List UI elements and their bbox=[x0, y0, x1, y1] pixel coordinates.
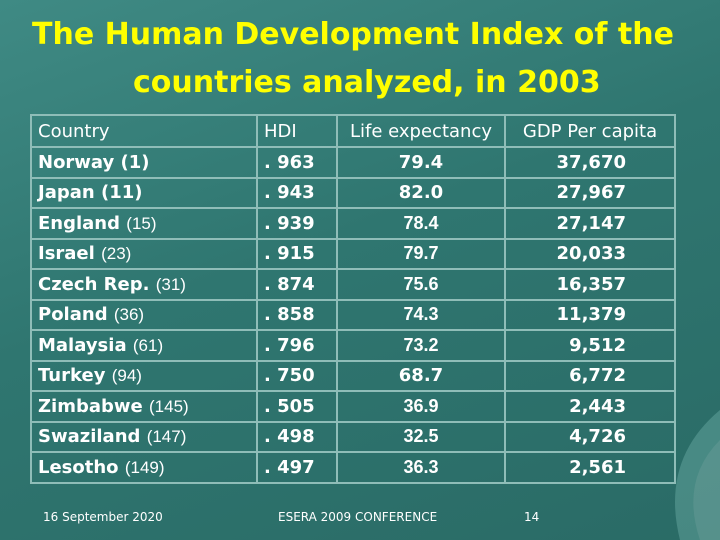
cell-gdp: 37,670 bbox=[504, 146, 676, 179]
cell-gdp: 20,033 bbox=[504, 237, 676, 270]
cell-country: Norway (1) bbox=[30, 146, 258, 179]
cell-country: Czech Rep. (31) bbox=[30, 268, 258, 301]
country-name: Swaziland bbox=[38, 426, 141, 448]
hdi-table: Country HDI Life expectancy GDP Per capi… bbox=[30, 114, 676, 484]
cell-hdi: . 796 bbox=[256, 329, 338, 362]
cell-country: England (15) bbox=[30, 207, 258, 240]
cell-country: Israel (23) bbox=[30, 237, 258, 270]
country-name: Norway bbox=[38, 151, 115, 173]
cell-hdi: . 498 bbox=[256, 420, 338, 453]
cell-gdp: 27,967 bbox=[504, 176, 676, 209]
country-name: Malaysia bbox=[38, 334, 127, 356]
table-header-row: Country HDI Life expectancy GDP Per capi… bbox=[30, 114, 676, 148]
cell-gdp: 4,726 bbox=[504, 420, 676, 453]
cell-life-expectancy: 68.7 bbox=[336, 359, 506, 392]
country-name: England bbox=[38, 212, 121, 234]
country-rank: (94) bbox=[111, 366, 142, 386]
country-name: Zimbabwe bbox=[38, 395, 143, 417]
cell-gdp: 2,443 bbox=[504, 390, 676, 423]
cell-country: Turkey (94) bbox=[30, 359, 258, 392]
cell-gdp: 11,379 bbox=[504, 298, 676, 331]
cell-gdp: 2,561 bbox=[504, 451, 676, 484]
table-row: Czech Rep. (31). 874 75.6 16,357 bbox=[30, 268, 676, 301]
table-row: Malaysia (61). 796 73.2 9,512 bbox=[30, 329, 676, 362]
country-rank: (145) bbox=[149, 396, 189, 416]
country-name: Czech Rep. bbox=[38, 273, 150, 295]
country-rank: (15) bbox=[126, 213, 157, 233]
cell-hdi: . 963 bbox=[256, 146, 338, 179]
country-rank: (23) bbox=[101, 244, 132, 264]
table-row: Lesotho (149). 497 36.3 2,561 bbox=[30, 451, 676, 484]
cell-life-expectancy: 32.5 bbox=[336, 420, 506, 453]
cell-gdp: 9,512 bbox=[504, 329, 676, 362]
footer-page-number: 14 bbox=[524, 510, 540, 524]
country-name: Turkey bbox=[38, 365, 106, 387]
header-gdp: GDP Per capita bbox=[504, 114, 676, 148]
table-row: Turkey (94). 750 68.7 6,772 bbox=[30, 359, 676, 392]
cell-gdp: 27,147 bbox=[504, 207, 676, 240]
cell-life-expectancy: 73.2 bbox=[336, 329, 506, 362]
cell-country: Lesotho (149) bbox=[30, 451, 258, 484]
country-name: Israel bbox=[38, 243, 95, 265]
cell-hdi: . 505 bbox=[256, 390, 338, 423]
cell-gdp: 6,772 bbox=[504, 359, 676, 392]
cell-life-expectancy: 36.9 bbox=[336, 390, 506, 423]
cell-hdi: . 874 bbox=[256, 268, 338, 301]
cell-life-expectancy: 79.4 bbox=[336, 146, 506, 179]
cell-hdi: . 943 bbox=[256, 176, 338, 209]
cell-life-expectancy: 78.4 bbox=[336, 207, 506, 240]
cell-country: Malaysia (61) bbox=[30, 329, 258, 362]
cell-life-expectancy: 82.0 bbox=[336, 176, 506, 209]
title-line-1: The Human Development Index of the bbox=[32, 17, 674, 52]
table-row: Japan (11). 943 82.0 27,967 bbox=[30, 176, 676, 209]
cell-life-expectancy: 74.3 bbox=[336, 298, 506, 331]
country-name: Poland bbox=[38, 304, 108, 326]
cell-country: Swaziland (147) bbox=[30, 420, 258, 453]
cell-hdi: . 858 bbox=[256, 298, 338, 331]
cell-country: Zimbabwe (145) bbox=[30, 390, 258, 423]
cell-life-expectancy: 36.3 bbox=[336, 451, 506, 484]
cell-life-expectancy: 75.6 bbox=[336, 268, 506, 301]
header-life-expectancy: Life expectancy bbox=[336, 114, 506, 148]
table-row: Poland (36). 858 74.3 11,379 bbox=[30, 298, 676, 331]
footer-date: 16 September 2020 bbox=[43, 510, 163, 524]
country-rank: (31) bbox=[155, 274, 186, 294]
cell-country: Japan (11) bbox=[30, 176, 258, 209]
table-row: Swaziland (147). 498 32.5 4,726 bbox=[30, 420, 676, 453]
country-rank: (1) bbox=[120, 151, 150, 173]
country-name: Japan bbox=[38, 182, 95, 204]
cell-hdi: . 939 bbox=[256, 207, 338, 240]
header-country: Country bbox=[30, 114, 258, 148]
country-rank: (149) bbox=[124, 457, 165, 477]
cell-life-expectancy: 79.7 bbox=[336, 237, 506, 270]
cell-hdi: . 915 bbox=[256, 237, 338, 270]
footer-conference: ESERA 2009 CONFERENCE bbox=[278, 510, 438, 524]
country-rank: (61) bbox=[132, 335, 164, 355]
table-row: Israel (23). 915 79.7 20,033 bbox=[30, 237, 676, 270]
cell-hdi: . 497 bbox=[256, 451, 338, 484]
title-line-2: countries analyzed, in 2003 bbox=[133, 65, 601, 100]
cell-gdp: 16,357 bbox=[504, 268, 676, 301]
cell-country: Poland (36) bbox=[30, 298, 258, 331]
country-rank: (147) bbox=[146, 427, 187, 447]
cell-hdi: . 750 bbox=[256, 359, 338, 392]
country-rank: (11) bbox=[100, 182, 143, 204]
country-name: Lesotho bbox=[38, 456, 119, 478]
table-row: Norway (1). 963 79.4 37,670 bbox=[30, 146, 676, 179]
header-hdi: HDI bbox=[256, 114, 338, 148]
table-row: England (15). 939 78.4 27,147 bbox=[30, 207, 676, 240]
table-row: Zimbabwe (145). 505 36.9 2,443 bbox=[30, 390, 676, 423]
country-rank: (36) bbox=[113, 305, 145, 325]
